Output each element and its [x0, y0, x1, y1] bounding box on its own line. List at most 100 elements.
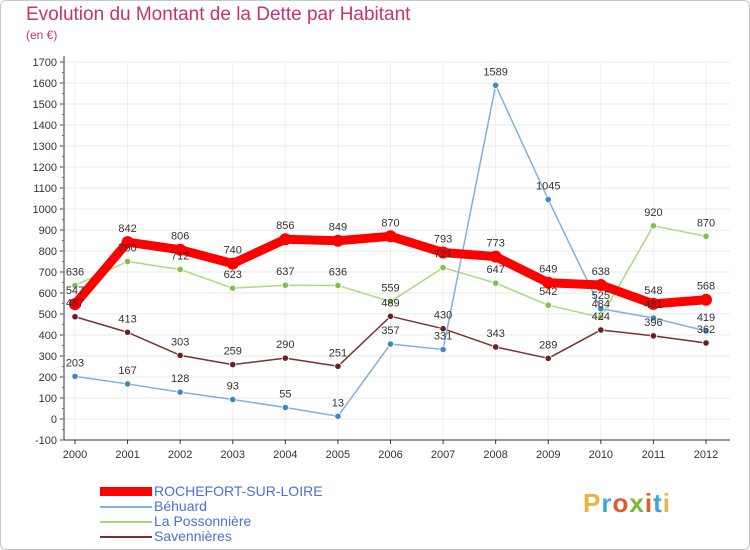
- data-label: 649: [539, 264, 557, 276]
- data-point: [71, 281, 79, 290]
- y-tick-label: 0: [51, 414, 57, 426]
- logo-letter: r: [601, 488, 613, 518]
- legend-item-behuard[interactable]: Béhuard: [100, 499, 420, 514]
- x-tick-label: 2006: [378, 449, 402, 461]
- data-point: [123, 380, 132, 388]
- data-point: [386, 298, 395, 306]
- data-point: [649, 314, 658, 322]
- data-label: 750: [118, 243, 136, 255]
- y-tick-label: 1300: [33, 141, 57, 153]
- data-point: [700, 293, 712, 306]
- data-label: 303: [171, 336, 189, 348]
- data-label: 357: [381, 325, 399, 337]
- data-label: 290: [276, 339, 294, 351]
- logo-letter: o: [612, 488, 630, 518]
- legend-label-la-possonniere: La Possonnière: [154, 513, 252, 529]
- data-label: 55: [279, 388, 291, 400]
- data-point: [121, 236, 134, 249]
- data-label: 481: [644, 299, 662, 311]
- data-point: [437, 246, 450, 259]
- data-label: 424: [592, 311, 610, 323]
- data-label: 343: [486, 328, 504, 340]
- legend-item-rochefort[interactable]: ROCHEFORT-SUR-LOIRE: [100, 484, 420, 499]
- data-point: [647, 297, 660, 310]
- y-tick-label: 1200: [33, 162, 57, 174]
- x-tick-label: 2003: [221, 449, 245, 461]
- data-point: [279, 233, 292, 246]
- chart-legend: ROCHEFORT-SUR-LOIRE Béhuard La Possonniè…: [100, 484, 420, 544]
- data-point: [229, 395, 237, 404]
- data-point: [69, 298, 81, 311]
- x-tick-label: 2011: [642, 449, 666, 461]
- data-label: 484: [592, 298, 610, 310]
- x-tick-label: 2012: [694, 449, 718, 461]
- y-tick-label: 700: [39, 267, 57, 279]
- y-tick-label: 1600: [33, 78, 57, 90]
- data-point: [492, 81, 500, 89]
- data-label: 487: [66, 298, 84, 310]
- data-label: 489: [381, 297, 399, 309]
- data-point: [226, 257, 239, 270]
- data-point: [384, 230, 397, 243]
- legend-label-rochefort: ROCHEFORT-SUR-LOIRE: [154, 483, 323, 499]
- data-label: 842: [118, 223, 136, 235]
- legend-item-la-possonniere[interactable]: La Possonnière: [100, 514, 420, 529]
- data-point: [176, 388, 184, 396]
- data-label: 396: [644, 317, 662, 329]
- legend-label-behuard: Béhuard: [154, 498, 207, 514]
- data-point: [123, 328, 132, 336]
- data-point: [281, 354, 289, 362]
- y-tick-label: 500: [39, 309, 57, 321]
- data-label: 623: [224, 269, 242, 281]
- data-label: 362: [697, 324, 715, 336]
- data-label: 13: [332, 397, 344, 409]
- y-tick-label: 200: [39, 372, 57, 384]
- data-label: 721: [434, 249, 452, 261]
- data-label: 542: [539, 286, 557, 298]
- data-label: 289: [539, 339, 557, 351]
- y-tick-label: 600: [39, 288, 57, 300]
- x-tick-label: 2004: [273, 449, 297, 461]
- logo-letter: P: [583, 488, 602, 518]
- x-tick-label: 2001: [115, 449, 139, 461]
- data-label: 548: [644, 285, 662, 297]
- legend-swatch-rochefort: [100, 487, 152, 496]
- data-label: 920: [644, 207, 662, 219]
- data-point: [439, 263, 447, 272]
- data-label: 849: [329, 222, 347, 234]
- data-label: 638: [592, 266, 610, 278]
- data-label: 773: [486, 238, 504, 250]
- data-point: [386, 340, 395, 348]
- logo-letter: x: [629, 488, 645, 518]
- data-point: [176, 351, 184, 359]
- chart-subtitle: (en €): [26, 28, 58, 42]
- data-point: [229, 361, 237, 369]
- data-point: [597, 305, 605, 313]
- legend-item-savennieres[interactable]: Savennières: [100, 529, 420, 544]
- data-point: [334, 281, 342, 290]
- data-label: 568: [697, 281, 715, 293]
- data-point: [229, 284, 237, 292]
- logo-letter: i: [662, 488, 671, 518]
- data-label: 559: [381, 283, 399, 295]
- y-tick-label: -100: [35, 435, 57, 447]
- data-label: 128: [171, 373, 189, 385]
- data-point: [702, 327, 710, 335]
- y-tick-label: 1000: [33, 204, 57, 216]
- data-label: 413: [118, 313, 136, 325]
- y-tick-label: 100: [39, 393, 57, 405]
- data-point: [702, 339, 710, 347]
- data-label: 806: [171, 231, 189, 243]
- data-label: 259: [224, 346, 242, 358]
- proxiti-logo: Proxiti: [583, 488, 671, 519]
- data-point: [544, 301, 552, 309]
- x-tick-label: 2010: [589, 449, 613, 461]
- logo-letter: t: [653, 488, 663, 518]
- data-point: [386, 312, 395, 320]
- data-label: 793: [434, 233, 452, 245]
- y-tick-label: 900: [39, 225, 57, 237]
- data-point: [71, 372, 79, 380]
- data-label: 740: [224, 245, 242, 257]
- data-label: 547: [66, 285, 84, 297]
- data-label: 251: [329, 347, 347, 359]
